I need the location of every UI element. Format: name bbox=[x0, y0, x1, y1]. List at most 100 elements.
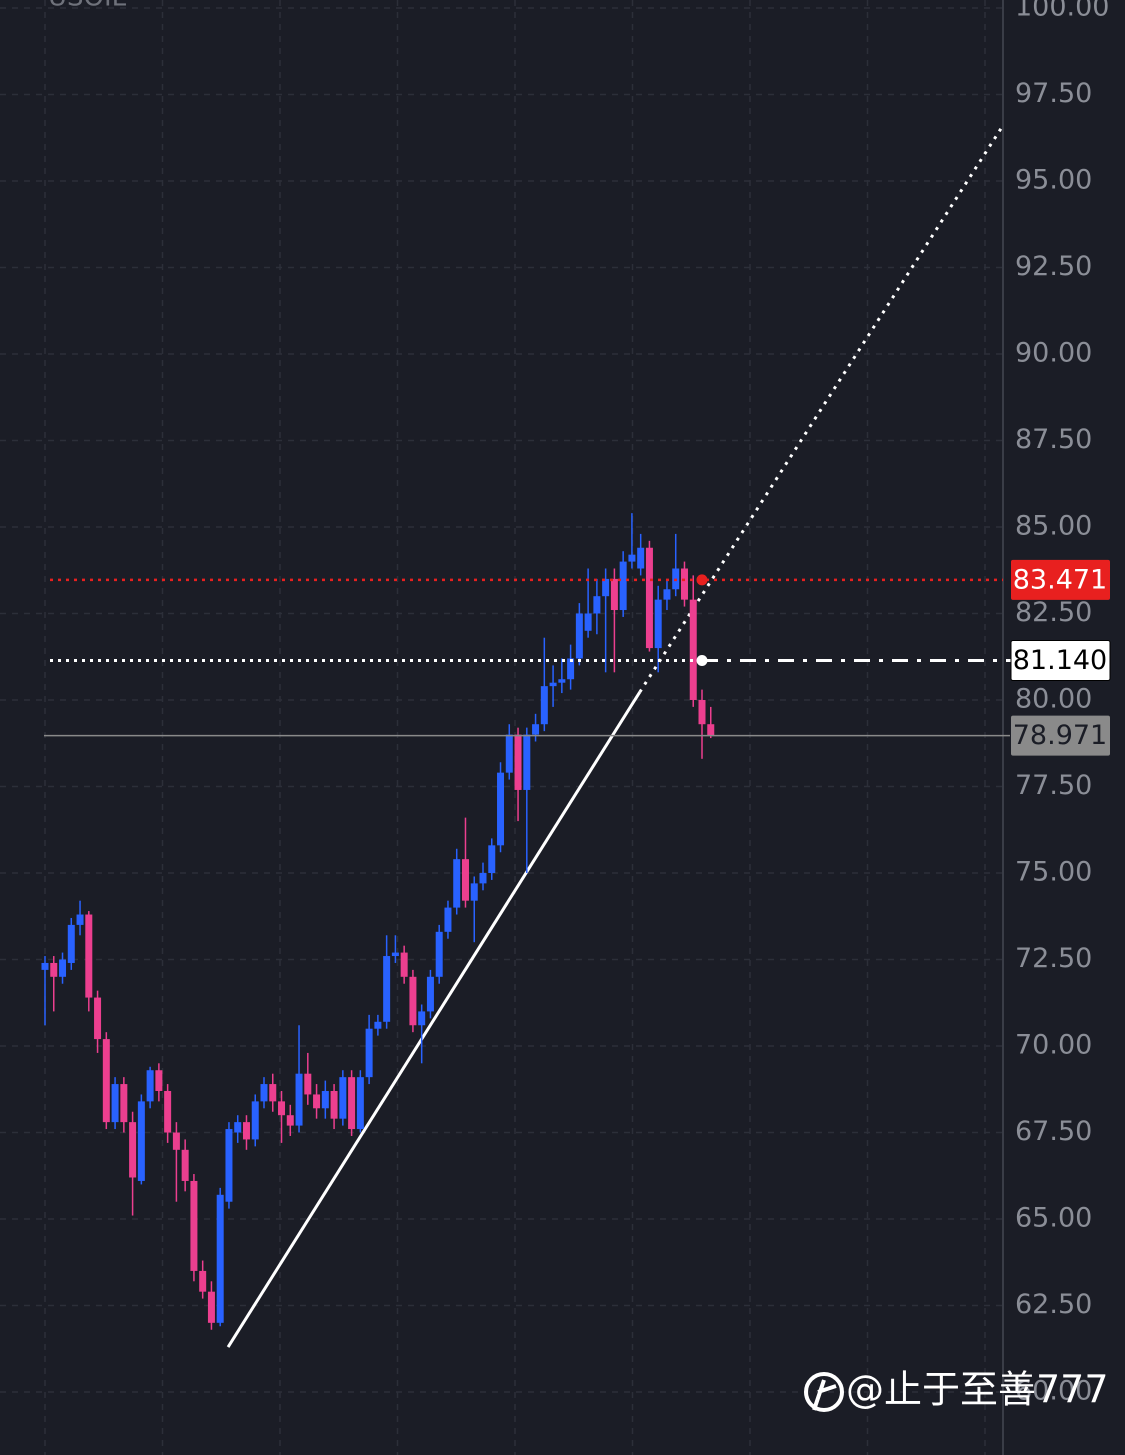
candle-body bbox=[654, 599, 662, 649]
candle-body bbox=[444, 907, 452, 932]
candle-body bbox=[146, 1070, 154, 1102]
candle-body bbox=[479, 873, 487, 884]
candle-body bbox=[505, 734, 513, 773]
y-tick-label: 72.50 bbox=[1015, 943, 1092, 974]
candle-body bbox=[514, 734, 522, 790]
price-label: 83.471 bbox=[1013, 564, 1107, 595]
price-label: 81.140 bbox=[1013, 645, 1107, 676]
y-tick-label: 75.00 bbox=[1015, 857, 1092, 888]
candle-body bbox=[94, 997, 102, 1040]
candle-body bbox=[321, 1090, 329, 1109]
candle-body bbox=[181, 1149, 189, 1181]
candle-body bbox=[234, 1122, 242, 1133]
candle-body bbox=[461, 859, 469, 901]
candle-body bbox=[628, 554, 636, 562]
candle-body bbox=[295, 1073, 303, 1126]
candle-body bbox=[558, 679, 566, 683]
y-tick-label: 95.00 bbox=[1015, 164, 1092, 195]
plot bbox=[41, 124, 1011, 1348]
candle-body bbox=[286, 1115, 294, 1126]
candle-body bbox=[269, 1084, 277, 1102]
candle-body bbox=[497, 772, 505, 846]
y-tick-label: 65.00 bbox=[1015, 1203, 1092, 1234]
candle-body bbox=[575, 613, 583, 659]
candle-body bbox=[426, 976, 434, 1012]
y-tick-label: 60.00 bbox=[1015, 1376, 1092, 1407]
candle-body bbox=[540, 686, 548, 725]
candle-body bbox=[645, 547, 653, 649]
price-marker bbox=[696, 574, 708, 586]
watermark-logo bbox=[804, 1372, 844, 1412]
y-tick-label: 97.50 bbox=[1015, 78, 1092, 109]
candle-body bbox=[102, 1039, 110, 1123]
candle-body bbox=[532, 724, 540, 735]
candle-body bbox=[391, 952, 399, 957]
y-tick-label: 67.50 bbox=[1015, 1116, 1092, 1147]
candle-body bbox=[172, 1132, 180, 1150]
candle-body bbox=[470, 883, 478, 901]
candle-body bbox=[137, 1101, 145, 1181]
y-tick-label: 77.50 bbox=[1015, 770, 1092, 801]
candle-body bbox=[85, 914, 93, 998]
candle-body bbox=[365, 1028, 373, 1078]
y-tick-label: 82.50 bbox=[1015, 597, 1092, 628]
candle-body bbox=[619, 561, 627, 611]
candle-body bbox=[76, 914, 84, 925]
candle-body bbox=[409, 976, 417, 1026]
candle-body bbox=[453, 859, 461, 908]
candle-body bbox=[155, 1070, 163, 1091]
candle-body bbox=[304, 1073, 312, 1095]
candle-body bbox=[383, 956, 391, 1022]
candle-body bbox=[610, 578, 618, 611]
y-tick-label: 87.50 bbox=[1015, 424, 1092, 455]
candle-body bbox=[330, 1090, 338, 1119]
price-marker bbox=[696, 655, 708, 667]
candle-body bbox=[374, 1021, 382, 1029]
candle-body bbox=[707, 724, 715, 736]
trendline bbox=[226, 691, 642, 1348]
candle-body bbox=[260, 1084, 268, 1102]
y-tick-label: 100.00 bbox=[1015, 0, 1109, 22]
price-label-box bbox=[1011, 715, 1110, 756]
candle-body bbox=[488, 845, 496, 873]
candle-body bbox=[278, 1101, 286, 1116]
candle-body bbox=[190, 1180, 198, 1271]
candle-body bbox=[111, 1084, 119, 1123]
candle-body bbox=[67, 924, 75, 963]
candle-body bbox=[567, 658, 575, 680]
candle-body bbox=[523, 734, 531, 790]
candle-body bbox=[242, 1122, 250, 1140]
y-tick-label: 85.00 bbox=[1015, 510, 1092, 541]
candle-body bbox=[584, 613, 592, 631]
candle-body bbox=[199, 1270, 207, 1292]
grid bbox=[0, 0, 1003, 1455]
candle-body bbox=[225, 1129, 233, 1202]
candle-body bbox=[663, 589, 671, 600]
candle-body bbox=[418, 1011, 426, 1026]
watermark: @止于至善777 bbox=[846, 1368, 1109, 1412]
candle-body bbox=[313, 1094, 321, 1109]
candle-body bbox=[41, 962, 49, 970]
price-label-box bbox=[1011, 559, 1110, 600]
candle-body bbox=[400, 952, 408, 977]
candle-body bbox=[602, 578, 610, 597]
candle-body bbox=[593, 596, 601, 614]
y-tick-label: 92.50 bbox=[1015, 251, 1092, 282]
candle-body bbox=[216, 1194, 224, 1323]
candle-body bbox=[251, 1101, 259, 1140]
candle-body bbox=[680, 568, 688, 600]
candle-body bbox=[689, 599, 697, 700]
y-tick-label: 62.50 bbox=[1015, 1289, 1092, 1320]
candle-body bbox=[356, 1077, 364, 1130]
y-tick-label: 70.00 bbox=[1015, 1030, 1092, 1061]
y-tick-label: 90.00 bbox=[1015, 337, 1092, 368]
candle-body bbox=[435, 931, 443, 977]
y-tick-label: 80.00 bbox=[1015, 683, 1092, 714]
candle-body bbox=[549, 682, 557, 687]
candle-body bbox=[59, 959, 67, 977]
candle-body bbox=[207, 1291, 215, 1323]
candle-body bbox=[339, 1077, 347, 1119]
chart-title: USOIL bbox=[48, 0, 127, 13]
price-label: 78.971 bbox=[1013, 720, 1107, 751]
